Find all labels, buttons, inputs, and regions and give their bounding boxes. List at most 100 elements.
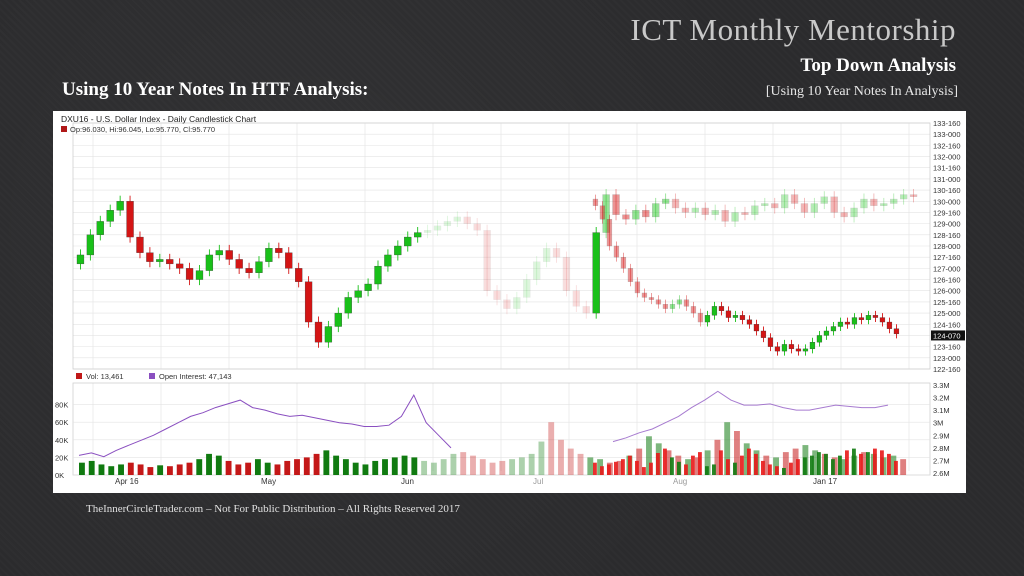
volume-bar xyxy=(665,450,672,475)
volume-bar xyxy=(79,462,85,475)
volume-label: Vol: 13,461 xyxy=(86,372,124,381)
note-volume-bar xyxy=(635,460,639,475)
note-candle-body xyxy=(746,319,753,325)
volume-bar xyxy=(616,460,623,475)
volume-bar xyxy=(284,460,291,475)
candle-body xyxy=(503,299,511,309)
note-candle-body xyxy=(676,299,683,305)
candle-body xyxy=(116,201,124,211)
volume-bar xyxy=(421,460,428,475)
volume-bar xyxy=(245,462,252,475)
brand-title: ICT Monthly Mentorship xyxy=(630,12,956,47)
price-tick-label: 125-160 xyxy=(933,298,961,307)
candle-body xyxy=(265,248,273,262)
candle-body xyxy=(344,297,352,314)
note-candle-body xyxy=(865,315,872,320)
candle-body xyxy=(394,245,402,256)
price-tick-label: 130-000 xyxy=(933,197,961,206)
note-candle-body xyxy=(683,299,690,307)
x-axis-label: Aug xyxy=(673,477,687,486)
volume-bar xyxy=(479,459,486,475)
note-volume-bar xyxy=(810,455,814,475)
note-candle-body xyxy=(606,219,613,247)
volume-bar xyxy=(577,453,584,475)
price-tick-label: 126-000 xyxy=(933,287,961,296)
candle-body xyxy=(453,216,461,222)
note-volume-bar xyxy=(670,457,674,475)
candle-body xyxy=(582,306,590,314)
candle-body xyxy=(136,236,144,253)
note-volume-bar xyxy=(873,448,877,475)
note-candle-body xyxy=(697,312,704,323)
note-candle-body xyxy=(809,342,816,350)
oi-tick-label: 3.2M xyxy=(933,394,950,403)
note-volume-bar xyxy=(754,453,758,475)
candle-body xyxy=(731,212,739,222)
candle-body xyxy=(691,207,699,213)
note-volume-bar xyxy=(887,453,891,475)
volume-bar xyxy=(352,462,359,475)
price-tick-label: 123-160 xyxy=(933,343,961,352)
note-volume-bar xyxy=(761,460,765,475)
candle-body xyxy=(304,281,313,323)
ohlc-label: Op:96.030, Hi:96.045, Lo:95.770, Cl:95.7… xyxy=(70,125,215,134)
note-candle-body xyxy=(711,306,718,316)
candle-body xyxy=(850,207,858,218)
note-candle-body xyxy=(767,337,774,347)
candle-body xyxy=(235,259,243,269)
volume-bar xyxy=(440,459,447,475)
candle-body xyxy=(354,290,362,298)
candle-body xyxy=(671,198,680,209)
note-volume-bar xyxy=(628,455,632,475)
x-axis-label: Apr 16 xyxy=(115,477,139,486)
note-candle-body xyxy=(655,299,662,305)
note-volume-bar xyxy=(824,453,828,475)
note-candle-body xyxy=(872,315,879,318)
note-volume-bar xyxy=(684,464,688,475)
last-price-marker xyxy=(931,330,965,341)
note-volume-bar xyxy=(600,466,604,475)
volume-bar xyxy=(548,422,555,475)
note-volume-bar xyxy=(740,455,744,475)
candle-body xyxy=(761,203,769,206)
candle-body xyxy=(860,198,868,209)
oi-legend-swatch xyxy=(149,373,155,379)
volume-bar xyxy=(734,431,740,475)
note-candle-body xyxy=(788,344,795,350)
volume-bar xyxy=(724,422,731,475)
volume-bar xyxy=(694,457,701,475)
volume-bar xyxy=(157,465,164,475)
candle-body xyxy=(533,261,541,280)
volume-bar xyxy=(108,466,115,475)
oi-tick-label: 2.8M xyxy=(933,444,950,453)
candle-body xyxy=(414,232,422,238)
price-tick-label: 132-000 xyxy=(933,153,961,162)
candle-body xyxy=(810,203,818,213)
candle-body xyxy=(473,223,481,231)
volume-bar xyxy=(372,460,379,475)
note-volume-bar xyxy=(726,459,730,475)
note-volume-bar xyxy=(768,464,772,475)
note-candle-body xyxy=(704,315,711,323)
candle-body xyxy=(255,261,263,273)
price-tick-label: 124-070 xyxy=(933,331,961,340)
slide-subtitle: Top Down Analysis xyxy=(800,55,956,76)
candle-body xyxy=(433,225,442,231)
note-volume-bar xyxy=(845,450,849,475)
note-volume-bar xyxy=(719,450,723,475)
note-candle-body xyxy=(725,310,732,318)
candle-body xyxy=(423,230,432,233)
note-volume-bar xyxy=(593,462,597,475)
volume-bar xyxy=(206,453,212,475)
volume-bar xyxy=(186,462,193,475)
volume-bar xyxy=(792,448,799,475)
note-volume-bar xyxy=(656,453,660,475)
price-tick-label: 128-160 xyxy=(933,231,961,240)
note-candle-body xyxy=(613,245,620,258)
volume-bar xyxy=(890,455,897,475)
candle-body xyxy=(106,210,114,222)
volume-bar xyxy=(558,439,564,475)
note-volume-bar xyxy=(747,448,751,475)
note-volume-bar xyxy=(880,450,884,475)
candle-body xyxy=(275,248,283,253)
